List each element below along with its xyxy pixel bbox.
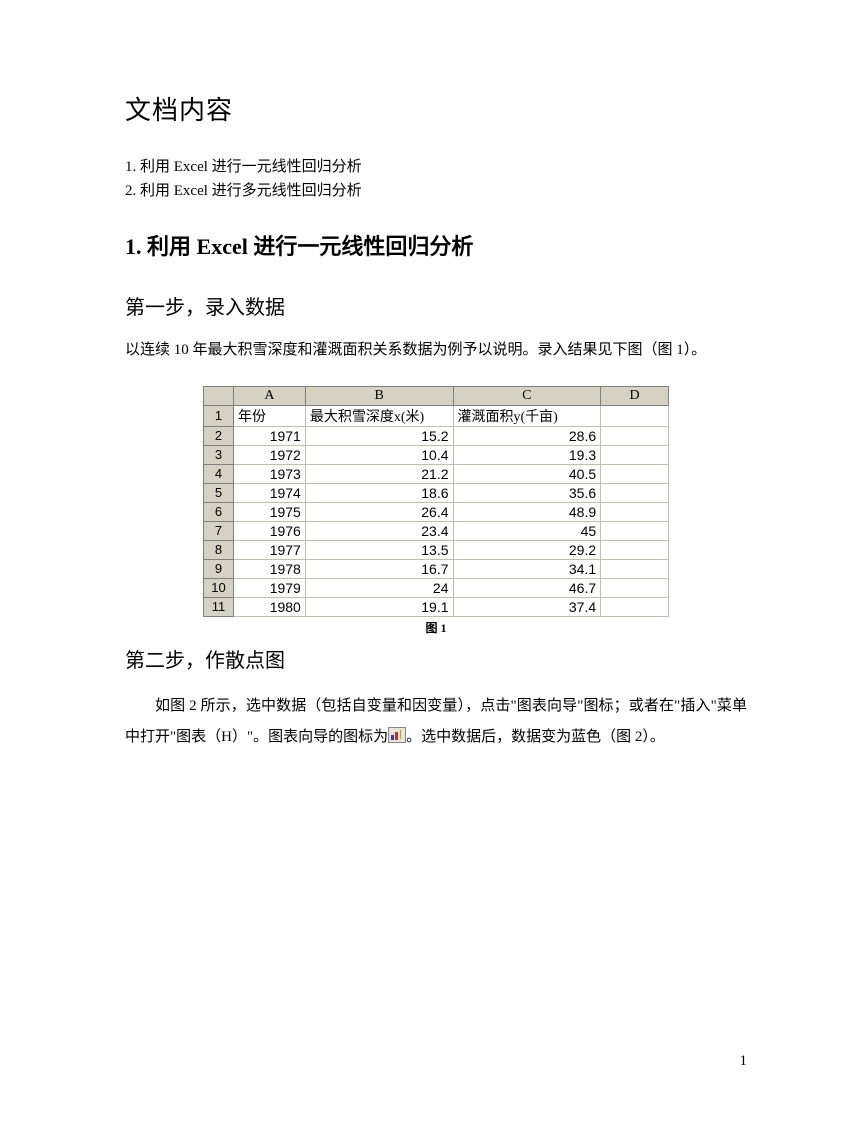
excel-cell-empty <box>601 540 669 559</box>
excel-cell-y: 29.2 <box>453 540 601 559</box>
excel-cell-year: 1973 <box>233 464 305 483</box>
excel-table: A B C D 1 年份 最大积雪深度x(米) 灌溉面积y(千亩) 219711… <box>203 386 669 617</box>
excel-cell-y: 37.4 <box>453 597 601 616</box>
excel-cell-x: 26.4 <box>305 502 453 521</box>
excel-row-hdr: 8 <box>204 540 234 559</box>
excel-cell-x: 13.5 <box>305 540 453 559</box>
excel-corner <box>204 386 234 405</box>
excel-cell-x: 10.4 <box>305 445 453 464</box>
section-suffix: 进行一元线性回归分析 <box>248 234 474 259</box>
excel-cell-year: 1974 <box>233 483 305 502</box>
step1-heading: 第一步，录入数据 <box>125 291 747 320</box>
excel-row-hdr: 3 <box>204 445 234 464</box>
section-excel-word: Excel <box>197 234 248 259</box>
excel-data-row: 3197210.419.3 <box>204 445 669 464</box>
toc-item-1: 1. 利用 Excel 进行一元线性回归分析 <box>125 155 747 179</box>
excel-row-hdr: 6 <box>204 502 234 521</box>
excel-data-row: 1019792446.7 <box>204 578 669 597</box>
excel-row-hdr: 4 <box>204 464 234 483</box>
page-number: 1 <box>740 1053 748 1070</box>
page-title: 文档内容 <box>125 90 747 127</box>
figure-1-caption: 图 1 <box>203 619 669 636</box>
toc-item-2: 2. 利用 Excel 进行多元线性回归分析 <box>125 179 747 203</box>
excel-cell-x: 18.6 <box>305 483 453 502</box>
excel-data-row: 9197816.734.1 <box>204 559 669 578</box>
excel-cell-y: 35.6 <box>453 483 601 502</box>
excel-data-row: 6197526.448.9 <box>204 502 669 521</box>
excel-cell-x: 16.7 <box>305 559 453 578</box>
excel-cell-empty <box>601 502 669 521</box>
excel-cell-C1: 灌溉面积y(千亩) <box>453 405 601 426</box>
excel-data-row: 11198019.137.4 <box>204 597 669 616</box>
excel-cell-y: 46.7 <box>453 578 601 597</box>
excel-screenshot: A B C D 1 年份 最大积雪深度x(米) 灌溉面积y(千亩) 219711… <box>203 386 669 636</box>
excel-cell-x: 23.4 <box>305 521 453 540</box>
chart-wizard-icon <box>388 727 406 743</box>
excel-data-row: 4197321.240.5 <box>204 464 669 483</box>
excel-cell-year: 1979 <box>233 578 305 597</box>
excel-cell-x: 19.1 <box>305 597 453 616</box>
excel-row-1-hdr: 1 <box>204 405 234 426</box>
excel-cell-empty <box>601 426 669 445</box>
excel-cell-year: 1980 <box>233 597 305 616</box>
excel-cell-y: 45 <box>453 521 601 540</box>
excel-cell-y: 28.6 <box>453 426 601 445</box>
excel-cell-D1 <box>601 405 669 426</box>
excel-data-row: 5197418.635.6 <box>204 483 669 502</box>
excel-cell-x: 21.2 <box>305 464 453 483</box>
excel-cell-empty <box>601 521 669 540</box>
section-number: 1. <box>125 234 142 259</box>
excel-row-hdr: 11 <box>204 597 234 616</box>
excel-cell-year: 1975 <box>233 502 305 521</box>
excel-col-D: D <box>601 386 669 405</box>
excel-cell-empty <box>601 445 669 464</box>
excel-row-hdr: 2 <box>204 426 234 445</box>
excel-cell-empty <box>601 597 669 616</box>
excel-col-B: B <box>305 386 453 405</box>
excel-cell-y: 48.9 <box>453 502 601 521</box>
excel-data-row: 7197623.445 <box>204 521 669 540</box>
excel-cell-year: 1972 <box>233 445 305 464</box>
excel-cell-A1: 年份 <box>233 405 305 426</box>
excel-data-row: 8197713.529.2 <box>204 540 669 559</box>
excel-cell-year: 1978 <box>233 559 305 578</box>
excel-cell-empty <box>601 578 669 597</box>
step2-text-b: 。选中数据后，数据变为蓝色（图 2）。 <box>406 729 665 745</box>
step2-text: 如图 2 所示，选中数据（包括自变量和因变量），点击"图表向导"图标；或者在"插… <box>125 691 747 754</box>
step1-text: 以连续 10 年最大积雪深度和灌溉面积关系数据为例予以说明。录入结果见下图（图 … <box>125 338 747 364</box>
excel-cell-empty <box>601 559 669 578</box>
excel-col-C: C <box>453 386 601 405</box>
excel-row-hdr: 10 <box>204 578 234 597</box>
step2-heading: 第二步，作散点图 <box>125 644 747 673</box>
excel-row-hdr: 5 <box>204 483 234 502</box>
excel-cell-empty <box>601 483 669 502</box>
excel-cell-y: 19.3 <box>453 445 601 464</box>
excel-cell-y: 34.1 <box>453 559 601 578</box>
excel-cell-B1: 最大积雪深度x(米) <box>305 405 453 426</box>
excel-cell-year: 1977 <box>233 540 305 559</box>
section-prefix: 利用 <box>142 234 197 259</box>
excel-row-hdr: 9 <box>204 559 234 578</box>
excel-cell-year: 1971 <box>233 426 305 445</box>
excel-col-A: A <box>233 386 305 405</box>
excel-cell-x: 15.2 <box>305 426 453 445</box>
excel-col-header-row: A B C D <box>204 386 669 405</box>
excel-data-row: 2197115.228.6 <box>204 426 669 445</box>
excel-cell-y: 40.5 <box>453 464 601 483</box>
excel-header-row: 1 年份 最大积雪深度x(米) 灌溉面积y(千亩) <box>204 405 669 426</box>
excel-cell-year: 1976 <box>233 521 305 540</box>
section-1-heading: 1. 利用 Excel 进行一元线性回归分析 <box>125 229 747 261</box>
excel-row-hdr: 7 <box>204 521 234 540</box>
excel-cell-x: 24 <box>305 578 453 597</box>
excel-cell-empty <box>601 464 669 483</box>
